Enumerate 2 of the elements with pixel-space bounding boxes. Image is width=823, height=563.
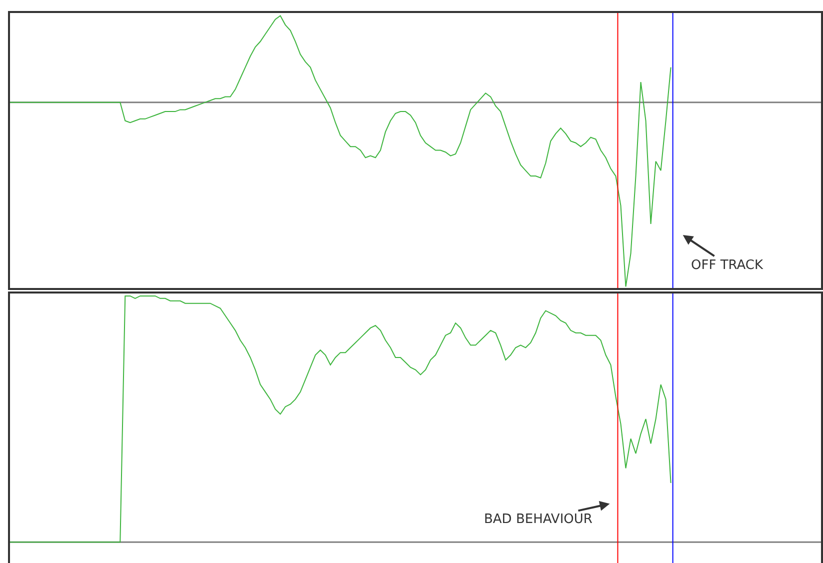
annotation: BAD BEHAVIOUR — [484, 512, 592, 527]
annotation: OFF TRACK — [691, 258, 764, 273]
